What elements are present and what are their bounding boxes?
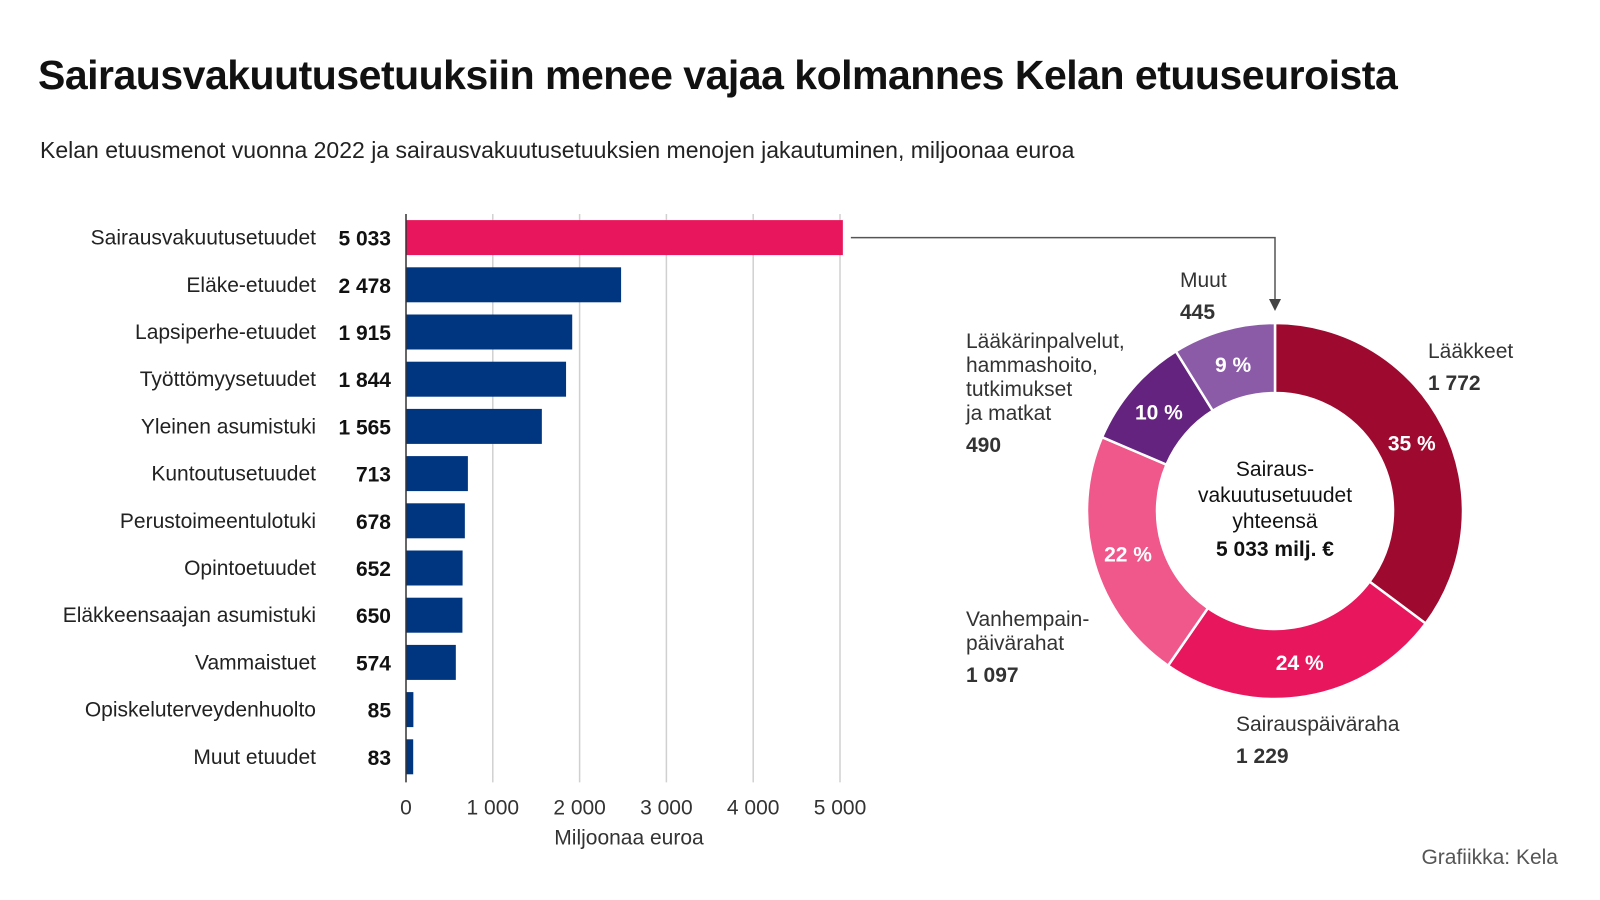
donut-center-label: yhteensä <box>1232 510 1318 533</box>
bar <box>406 597 463 633</box>
category-label: Yleinen asumistuki <box>141 415 316 438</box>
bar <box>406 456 468 492</box>
x-tick-label: 1 000 <box>467 796 520 819</box>
slice-value-label: 445 <box>1180 301 1215 324</box>
value-label: 650 <box>356 605 391 628</box>
chart-subtitle: Kelan etuusmenot vuonna 2022 ja sairausv… <box>40 137 1075 163</box>
slice-value-label: 1 772 <box>1428 372 1481 395</box>
slice-value-label: 490 <box>966 434 1001 457</box>
slice-name-label: Sairauspäiväraha <box>1236 713 1400 736</box>
x-axis-label: Miljoonaa euroa <box>554 826 704 849</box>
donut-slice <box>1273 321 1465 626</box>
x-tick-label: 4 000 <box>727 796 780 819</box>
slice-name-label: Lääkärinpalvelut, <box>966 330 1125 353</box>
value-label: 1 915 <box>338 322 391 345</box>
slice-percent-label: 35 % <box>1388 432 1436 455</box>
slice-value-label: 1 229 <box>1236 745 1289 768</box>
slice-name-label: Vanhempain- <box>966 608 1089 631</box>
category-label: Opiskeluterveydenhuolto <box>85 699 316 722</box>
bar <box>406 314 573 350</box>
slice-name-label: päivärahat <box>966 632 1064 655</box>
donut-center-label: Sairaus- <box>1236 458 1314 481</box>
bar <box>406 550 463 586</box>
category-label: Perustoimeentulotuki <box>120 510 316 533</box>
category-label: Lapsiperhe-etuudet <box>135 321 316 344</box>
slice-percent-label: 24 % <box>1276 652 1324 675</box>
donut-slice <box>1174 321 1277 413</box>
category-label: Eläke-etuudet <box>186 274 316 297</box>
category-label: Vammaistuet <box>195 651 316 674</box>
x-tick-label: 0 <box>400 796 412 819</box>
value-label: 652 <box>356 558 391 581</box>
bar <box>406 739 414 775</box>
slice-percent-label: 22 % <box>1104 543 1152 566</box>
bar <box>406 361 567 397</box>
donut-slice <box>1166 579 1428 701</box>
category-label: Eläkkeensaajan asumistuki <box>63 604 316 627</box>
bar <box>406 267 622 303</box>
value-label: 678 <box>356 511 391 534</box>
bar <box>406 644 456 680</box>
category-label: Opintoetuudet <box>184 557 316 580</box>
slice-name-label: Lääkkeet <box>1428 340 1513 363</box>
x-tick-label: 3 000 <box>640 796 693 819</box>
slice-name-label: ja matkat <box>965 402 1051 425</box>
x-tick-label: 5 000 <box>814 796 867 819</box>
value-label: 85 <box>368 700 392 723</box>
value-label: 713 <box>356 464 391 487</box>
value-label: 1 844 <box>338 369 391 392</box>
slice-name-label: Muut <box>1180 269 1227 292</box>
category-label: Muut etuudet <box>193 746 316 769</box>
chart-title: Sairausvakuutusetuuksiin menee vajaa kol… <box>38 52 1398 98</box>
bar <box>406 408 542 444</box>
value-label: 2 478 <box>338 275 391 298</box>
value-label: 1 565 <box>338 416 391 439</box>
donut-center-total: 5 033 milj. € <box>1216 538 1334 561</box>
category-label: Työttömyysetuudet <box>140 368 316 391</box>
donut-center-label: vakuutusetuudet <box>1198 484 1352 507</box>
category-label: Kuntoutusetuudet <box>151 463 316 486</box>
value-label: 83 <box>368 747 391 770</box>
credit: Grafiikka: Kela <box>1421 846 1558 869</box>
slice-percent-label: 10 % <box>1135 401 1183 424</box>
slice-percent-label: 9 % <box>1215 354 1252 377</box>
connector-line <box>850 236 1276 300</box>
slice-name-label: tutkimukset <box>966 378 1072 401</box>
x-tick-label: 2 000 <box>553 796 606 819</box>
donut-slice <box>1085 435 1210 668</box>
bar <box>406 503 465 539</box>
value-label: 5 033 <box>338 228 391 251</box>
slice-value-label: 1 097 <box>966 664 1019 687</box>
value-label: 574 <box>356 652 391 675</box>
slice-name-label: hammashoito, <box>966 354 1098 377</box>
bar <box>406 692 414 728</box>
category-label: Sairausvakuutusetuudet <box>91 227 316 250</box>
connector-arrowhead <box>1269 299 1281 311</box>
bar <box>406 220 843 256</box>
